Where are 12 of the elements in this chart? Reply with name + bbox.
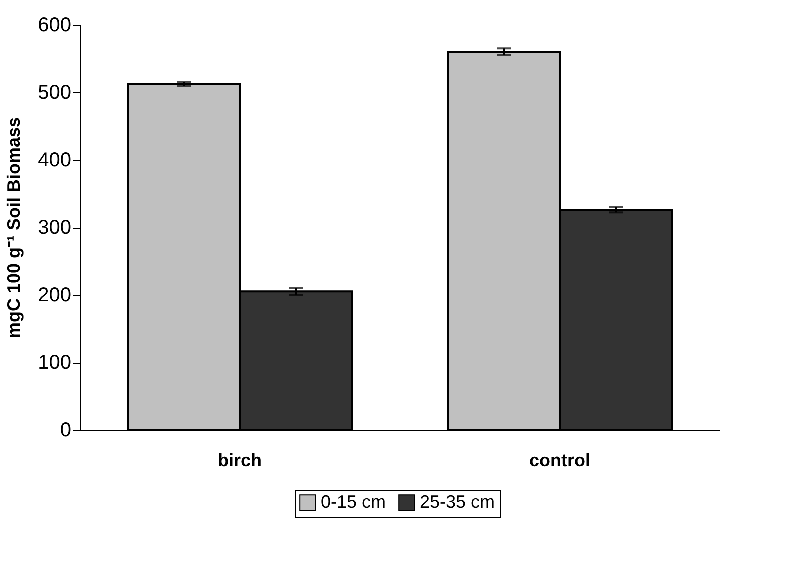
y-tick-label: 100 [38,352,72,374]
y-tick-label: 500 [38,82,72,104]
y-tick-label: 200 [38,284,72,306]
legend-label: 25-35 cm [420,492,496,512]
y-axis-title: mgC 100 g⁻¹ Soil Biomass [4,117,24,339]
y-tick-label: 400 [38,150,72,172]
x-tick-label: birch [218,450,262,470]
y-tick-label: 0 [60,420,72,442]
x-tick-label: control [530,450,590,470]
y-tick-label: 600 [38,14,72,36]
legend-label: 0-15 cm [321,492,386,512]
y-tick-label: 300 [38,217,72,239]
